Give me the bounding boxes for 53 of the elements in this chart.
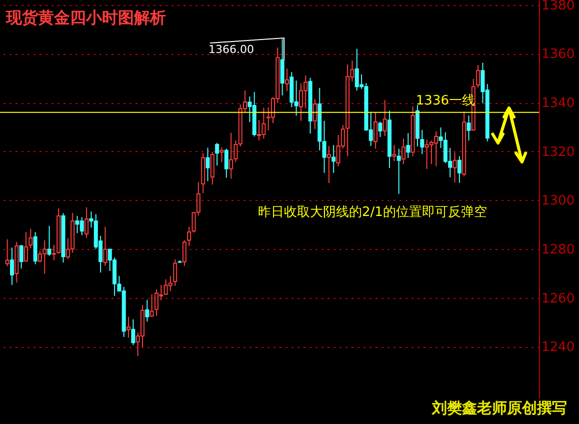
candlestick xyxy=(466,114,471,142)
candlestick xyxy=(52,244,56,261)
candlestick xyxy=(173,258,178,286)
text: 现货黄金四小时图解析 xyxy=(5,8,166,27)
candlestick xyxy=(452,152,457,183)
candlestick xyxy=(210,152,214,186)
candlestick xyxy=(145,299,150,322)
candlestick xyxy=(378,121,382,138)
candlestick xyxy=(476,64,480,88)
candlestick xyxy=(126,316,131,338)
candlestick xyxy=(206,147,210,182)
candlestick xyxy=(47,225,52,256)
candlestick xyxy=(457,156,462,184)
candlestick xyxy=(402,138,406,165)
candlestick xyxy=(187,226,192,246)
candlestick xyxy=(396,148,401,194)
candlestick xyxy=(150,294,154,318)
candlestick xyxy=(280,38,284,96)
candlestick xyxy=(382,100,387,137)
y-tick-label: 1320 xyxy=(542,144,575,160)
candlestick xyxy=(168,275,172,292)
text: 刘樊鑫老师原创撰写 xyxy=(431,399,567,417)
candlestick xyxy=(406,132,410,158)
candlestick xyxy=(220,146,224,163)
candlestick xyxy=(24,231,28,262)
candlestick xyxy=(182,240,186,266)
y-tick-label: 1340 xyxy=(542,96,575,112)
y-tick-label: 1380 xyxy=(542,0,575,14)
candlestick xyxy=(312,98,317,130)
candlestick xyxy=(229,132,234,180)
y-tick-label: 1360 xyxy=(542,47,575,62)
candlestick xyxy=(284,68,289,92)
candlestick xyxy=(332,144,336,174)
annotation: 1366.00 xyxy=(208,43,254,56)
y-tick-label: 1260 xyxy=(542,291,575,306)
candlestick xyxy=(326,146,331,184)
candlestick xyxy=(5,238,10,267)
annotation: 昨日收取大阴线的2/1的位置即可反弹空 xyxy=(258,205,487,220)
candlestick xyxy=(10,247,14,286)
candlestick xyxy=(28,228,33,249)
candlestick xyxy=(84,206,89,238)
candlestick xyxy=(224,148,228,178)
candlestick xyxy=(392,144,396,162)
candlestick xyxy=(420,129,424,155)
candlestick xyxy=(374,112,378,150)
candlestick xyxy=(103,226,108,266)
candlestick xyxy=(215,142,220,166)
y-tick-label: 1280 xyxy=(542,242,575,258)
candlestick xyxy=(257,119,262,141)
y-tick-label: 1240 xyxy=(542,340,575,356)
candlestick xyxy=(131,318,136,346)
candlestick xyxy=(19,244,24,270)
y-tick-label: 1300 xyxy=(542,194,575,209)
